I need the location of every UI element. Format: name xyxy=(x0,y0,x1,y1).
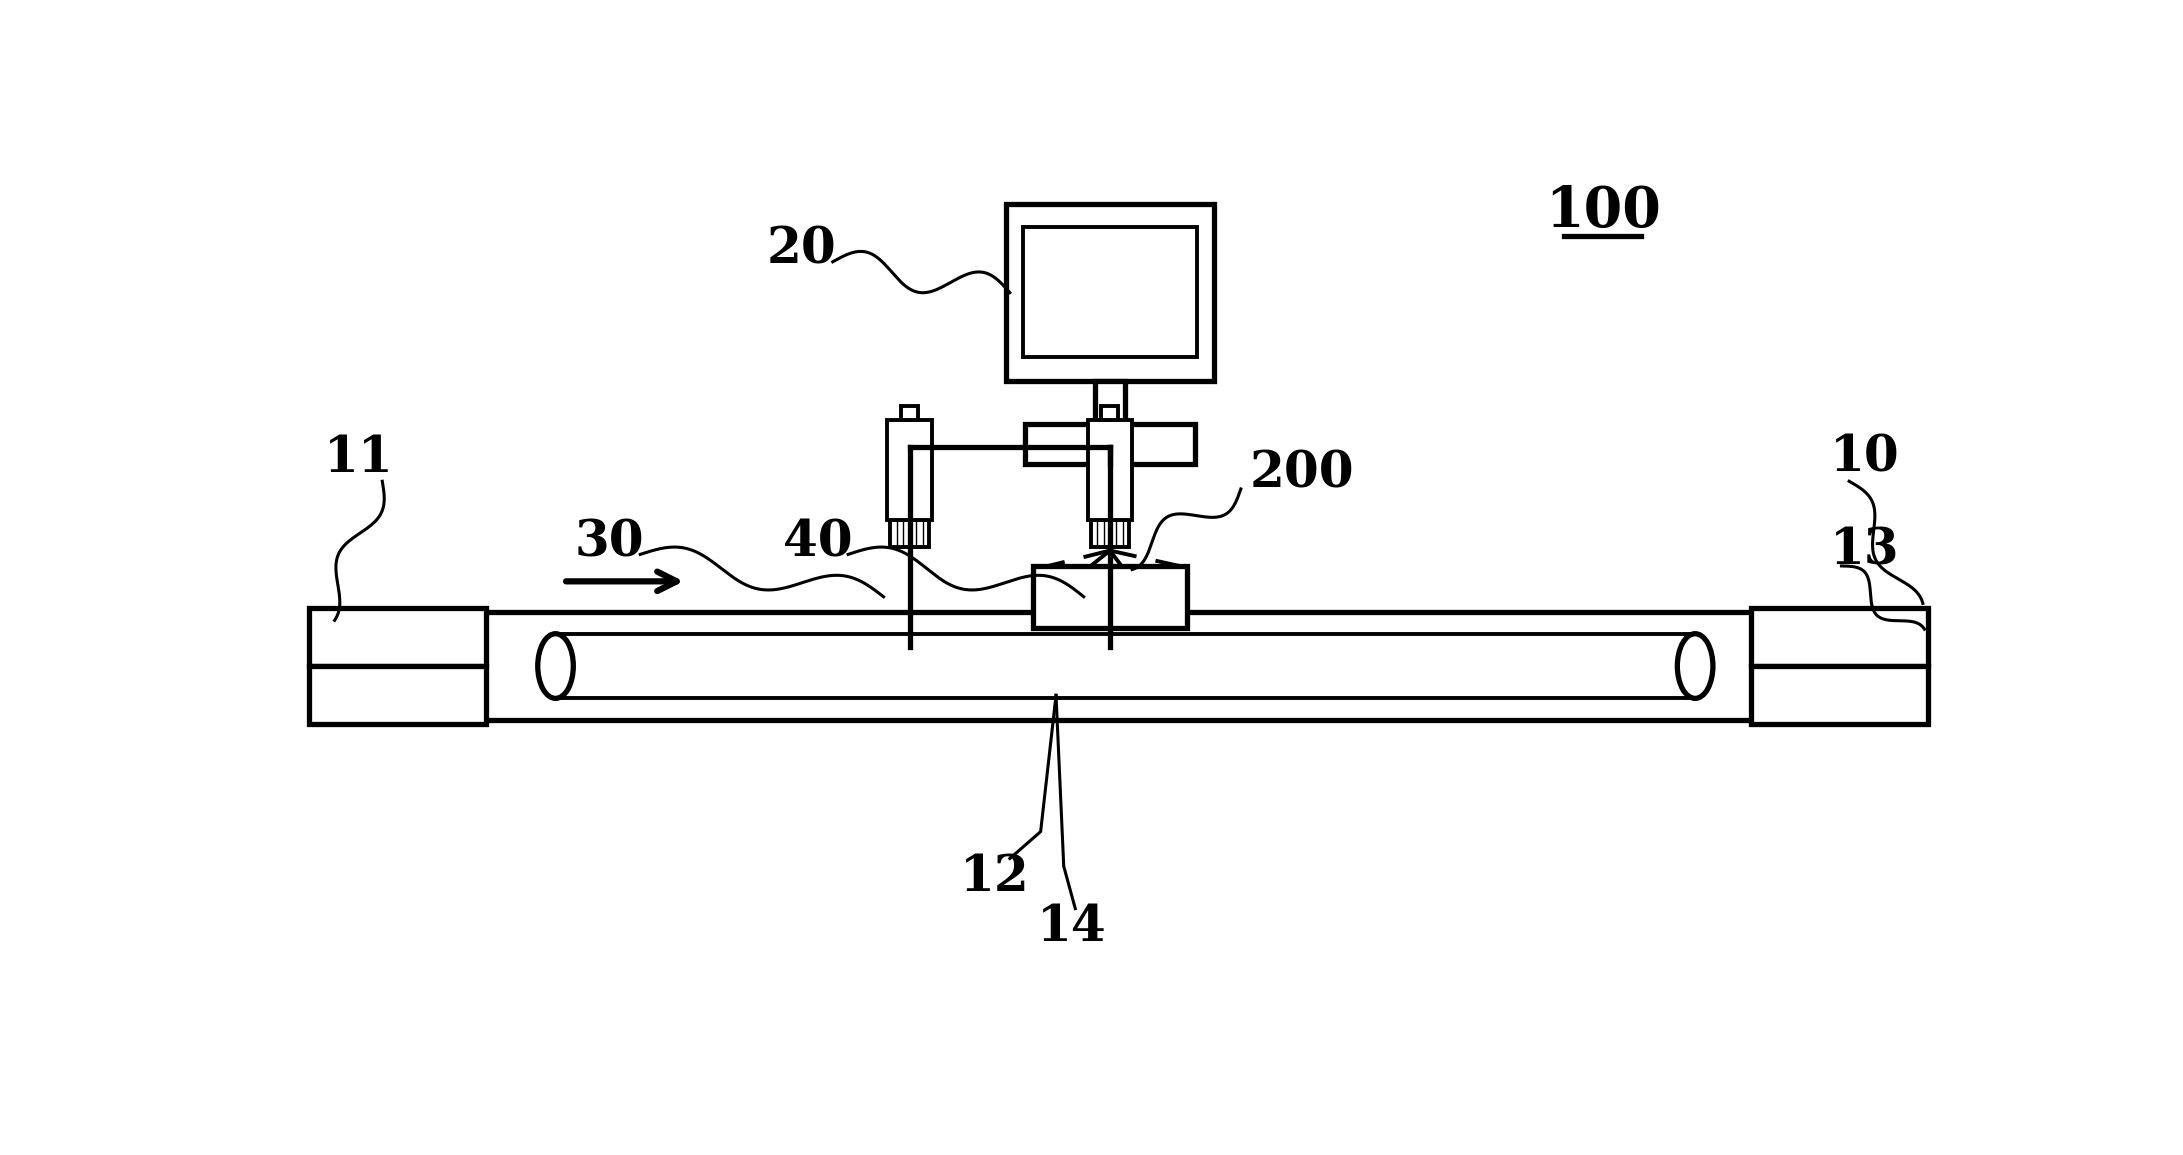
Ellipse shape xyxy=(1677,634,1714,699)
Text: 10: 10 xyxy=(1829,433,1899,483)
Bar xyxy=(310,609,487,666)
Text: 100: 100 xyxy=(1546,185,1661,239)
Bar xyxy=(902,405,919,419)
Text: 20: 20 xyxy=(766,225,836,275)
Bar xyxy=(1006,204,1214,381)
Bar xyxy=(1087,419,1133,520)
Bar xyxy=(325,612,1912,720)
Bar xyxy=(888,419,932,520)
Text: 30: 30 xyxy=(574,519,644,567)
Text: 40: 40 xyxy=(782,519,851,567)
Bar xyxy=(1751,609,1928,666)
Bar xyxy=(1096,381,1124,424)
Text: 12: 12 xyxy=(961,854,1030,902)
Bar xyxy=(1026,424,1194,463)
Bar xyxy=(1024,228,1196,357)
Bar xyxy=(891,520,930,546)
Text: 14: 14 xyxy=(1037,903,1107,953)
Text: 13: 13 xyxy=(1829,526,1899,575)
Ellipse shape xyxy=(537,634,574,699)
Bar xyxy=(1102,405,1118,419)
Bar xyxy=(493,627,1757,705)
Bar xyxy=(1751,666,1928,724)
Bar xyxy=(310,666,487,724)
Bar xyxy=(1092,520,1129,546)
Bar xyxy=(1033,566,1188,627)
Text: 11: 11 xyxy=(325,433,395,483)
Text: 200: 200 xyxy=(1251,449,1356,498)
